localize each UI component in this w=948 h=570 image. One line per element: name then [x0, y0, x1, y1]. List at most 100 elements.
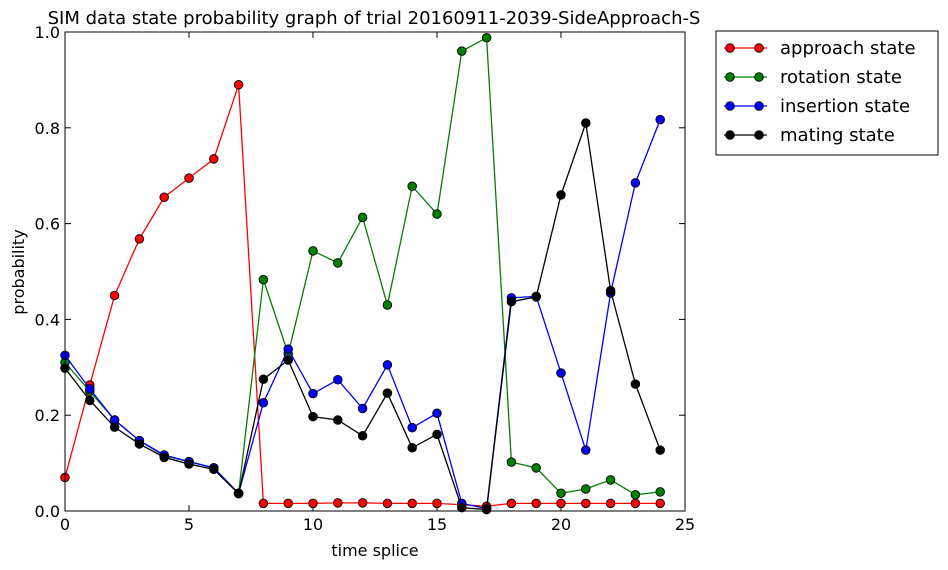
y-tick-label: 0.8: [35, 119, 60, 138]
insertion-state-point: [258, 397, 269, 408]
mating-state-point: [85, 395, 95, 406]
rotation-state-point: [382, 300, 393, 310]
mating-state-point: [209, 464, 219, 475]
rotation-state-point: [481, 32, 492, 43]
series-layer: [60, 32, 665, 515]
rotation-state-series: [60, 32, 665, 500]
y-tick-label: 0.4: [35, 310, 60, 329]
rotation-state-point: [506, 457, 517, 467]
x-tick-label: 0: [60, 515, 70, 534]
insertion-state-point: [407, 422, 417, 433]
y-tick-labels: 0.0 0.2 0.4 0.6 0.8 1.0: [35, 23, 60, 521]
approach-state-series: [60, 79, 665, 511]
rotation-state-legend-marker: [754, 72, 764, 82]
approach-state-point: [134, 234, 145, 244]
approach-state-point: [407, 498, 417, 509]
approach-state-legend-marker: [725, 43, 735, 53]
mating-state-point: [308, 411, 318, 422]
chart-title: SIM data state probability graph of tria…: [48, 8, 701, 29]
approach-state-point: [506, 498, 517, 509]
rotation-state-point: [630, 489, 641, 500]
approach-state-point: [308, 498, 318, 509]
insertion-state-point: [283, 344, 293, 354]
approach-state-legend-marker: [754, 43, 764, 53]
mating-state-point: [457, 502, 467, 513]
insertion-state-point: [333, 375, 343, 385]
mating-state-legend-marker: [725, 130, 735, 140]
mating-state-point: [407, 443, 417, 453]
mating-state-series: [60, 118, 665, 515]
approach-state-point: [333, 498, 343, 508]
insertion-state-point: [432, 408, 442, 419]
rotation-state-legend-marker: [725, 72, 735, 82]
legend: approach state rotation state insertion st…: [715, 30, 939, 156]
mating-state-point: [333, 415, 343, 425]
insertion-state-point: [655, 114, 665, 125]
rotation-state-point: [605, 475, 616, 485]
rotation-state-point: [407, 181, 417, 191]
approach-state-line: [64, 84, 661, 507]
approach-state-point: [159, 192, 169, 203]
x-tick-labels: 0 5 10 15 20 25: [60, 515, 695, 534]
mating-state-point: [134, 439, 145, 449]
y-tick-label: 1.0: [35, 23, 60, 42]
rotation-state-point: [556, 488, 566, 499]
mating-state-point: [357, 431, 368, 441]
mating-state-point: [432, 429, 442, 440]
approach-state-point: [258, 498, 269, 509]
rotation-state-point: [258, 274, 269, 285]
approach-state-point: [382, 498, 393, 509]
insertion-state-point: [556, 368, 566, 378]
mating-state-point: [506, 296, 517, 307]
approach-state-point: [209, 154, 219, 164]
approach-state-legend-label: approach state: [780, 38, 916, 59]
insertion-state-point: [308, 388, 318, 399]
y-tick-label: 0.0: [35, 502, 60, 521]
x-tick-label: 15: [427, 515, 447, 534]
approach-state-point: [581, 498, 591, 509]
approach-state-point: [233, 79, 244, 90]
insertion-state-point: [85, 384, 95, 394]
insertion-state-legend-marker: [754, 101, 764, 111]
mating-state-point: [481, 504, 492, 515]
insertion-state-series: [60, 114, 665, 514]
mating-state-point: [382, 388, 393, 398]
mating-state-point: [283, 355, 293, 365]
approach-state-point: [630, 498, 641, 509]
mating-state-point: [605, 285, 616, 296]
approach-state-point: [283, 498, 293, 509]
x-tick-label: 10: [303, 515, 323, 534]
y-axis-label: probability: [9, 229, 28, 314]
rotation-state-point: [357, 212, 368, 223]
plot-area-frame: [64, 31, 686, 512]
mating-state-point: [630, 379, 641, 389]
y-tick-label: 0.2: [35, 406, 60, 425]
rotation-state-point: [581, 484, 591, 494]
mating-state-point: [184, 459, 194, 469]
insertion-state-point: [357, 403, 368, 414]
approach-state-point: [432, 498, 442, 509]
mating-state-point: [655, 445, 665, 455]
mating-state-point: [556, 190, 566, 200]
mating-state-legend-marker: [754, 130, 764, 140]
insertion-state-legend-label: insertion state: [780, 96, 910, 117]
approach-state-point: [531, 498, 541, 509]
approach-state-point: [109, 290, 120, 301]
insertion-state-point: [630, 178, 641, 188]
rotation-state-point: [333, 258, 343, 268]
rotation-state-line: [64, 36, 661, 496]
mating-state-point: [258, 374, 269, 385]
x-tick-label: 5: [184, 515, 194, 534]
rotation-state-legend-label: rotation state: [780, 67, 902, 88]
approach-state-point: [605, 498, 616, 509]
x-axis-label: time splice: [331, 541, 418, 560]
y-tick-label: 0.6: [35, 215, 60, 234]
x-tick-label: 20: [551, 515, 571, 534]
x-tick-label: 25: [675, 515, 695, 534]
mating-state-point: [233, 489, 244, 499]
rotation-state-point: [308, 246, 318, 256]
approach-state-point: [184, 173, 194, 183]
rotation-state-point: [432, 209, 442, 219]
mating-state-line: [64, 122, 661, 511]
